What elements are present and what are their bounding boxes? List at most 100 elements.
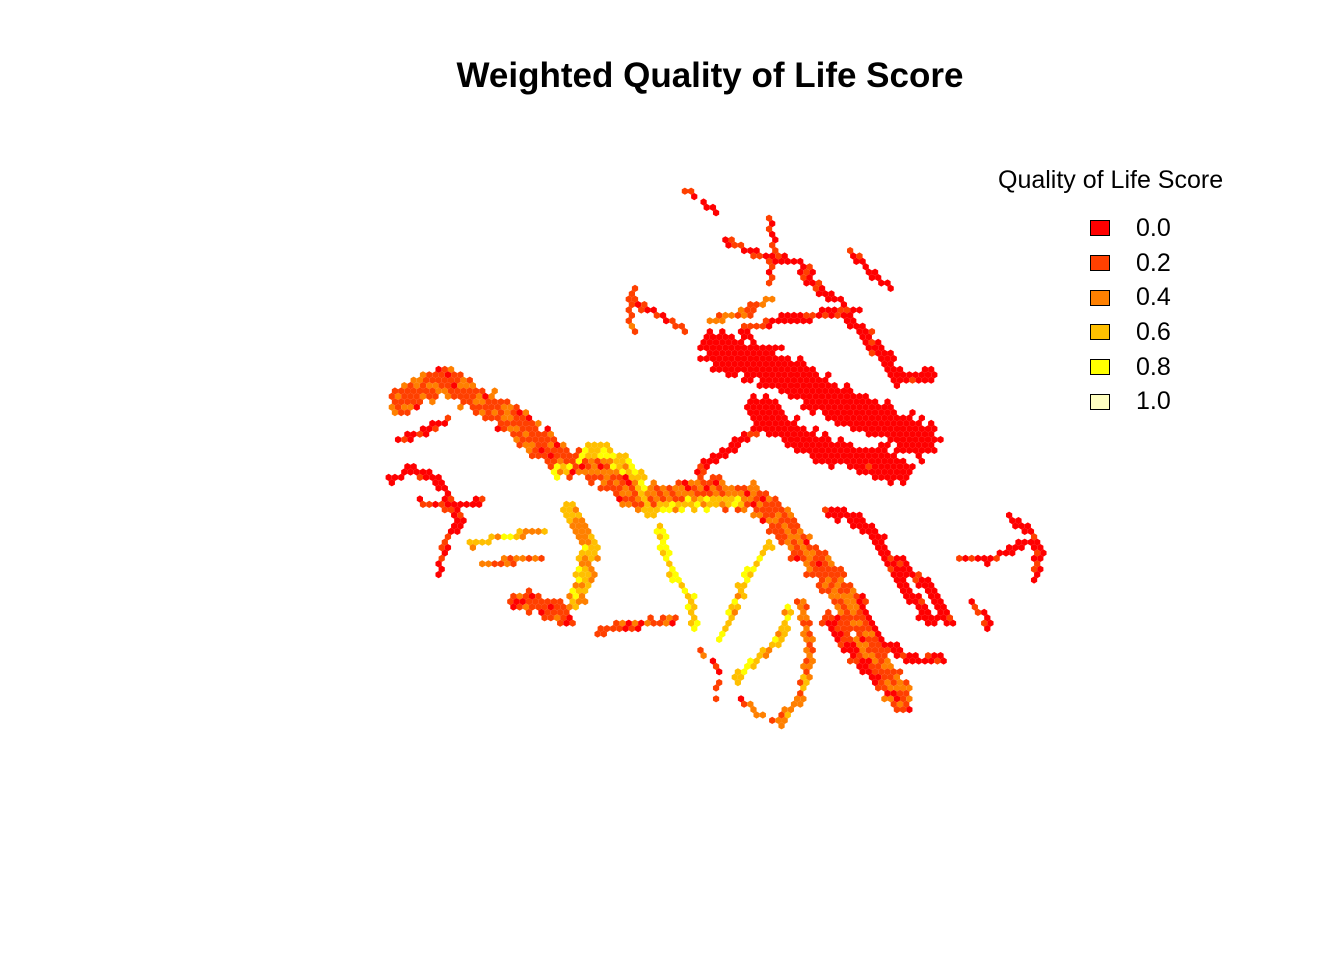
hex-cell: [522, 603, 529, 611]
hex-cell: [469, 403, 476, 411]
hex-cell: [850, 652, 857, 660]
hex-cell: [737, 587, 745, 595]
hex-cell: [1040, 549, 1047, 557]
hex-cell: [890, 689, 897, 697]
hex-cell: [1030, 576, 1038, 584]
hex-cell: [781, 716, 788, 724]
hex-cell: [635, 473, 642, 481]
hex-cell: [843, 598, 851, 606]
hex-cell: [903, 463, 910, 471]
hex-cell: [772, 257, 779, 265]
hex-cell: [865, 527, 872, 535]
hex-cell: [871, 463, 879, 471]
hex-cell: [716, 344, 723, 352]
hex-cell: [890, 571, 897, 579]
hex-cell: [491, 560, 498, 568]
hex-cell: [469, 544, 476, 552]
hex-cell: [840, 441, 848, 449]
hex-cell: [750, 414, 757, 422]
hex-cell: [435, 560, 442, 568]
hex-cell: [850, 403, 857, 411]
hex-cell: [915, 430, 922, 438]
hex-cell: [912, 652, 919, 660]
hex-cell: [868, 662, 876, 670]
hex-cell: [569, 511, 576, 519]
hex-cell: [535, 430, 542, 438]
hex-cell: [535, 452, 542, 460]
hex-cell: [775, 630, 782, 638]
hex-cell: [625, 500, 632, 508]
hex-cell: [628, 625, 635, 633]
hex-cell: [404, 463, 411, 471]
hex-cell: [734, 506, 742, 514]
hex-cell: [784, 538, 791, 546]
hex-cell: [909, 463, 916, 471]
hex-cell: [485, 398, 492, 406]
hex-cell: [890, 419, 897, 427]
hex-cell: [900, 479, 907, 487]
hex-cell: [884, 657, 891, 665]
hex-cell: [741, 484, 748, 492]
hex-cell: [806, 436, 813, 444]
hex-cell: [822, 581, 829, 589]
hex-cell: [784, 527, 791, 535]
hex-cell: [859, 517, 866, 525]
hex-cell: [616, 473, 623, 481]
hex-cell: [915, 419, 922, 427]
hex-cell: [675, 490, 682, 498]
hex-cell: [762, 490, 770, 498]
hex-cell: [856, 425, 863, 433]
hex-cell: [734, 311, 742, 319]
hex-cell: [725, 349, 732, 357]
hex-cell: [691, 592, 698, 600]
hex-cell: [747, 571, 754, 579]
hex-cell: [781, 252, 788, 260]
hex-cell: [578, 581, 586, 589]
hex-cell: [631, 500, 639, 508]
hex-cell: [756, 252, 763, 260]
hex-cell: [525, 608, 533, 616]
hex-cell: [878, 635, 885, 643]
hex-cell: [585, 560, 592, 568]
hex-cell: [441, 506, 448, 514]
hex-cell: [488, 533, 495, 541]
hex-cell: [566, 463, 573, 471]
hex-cell: [522, 441, 529, 449]
hex-cell: [921, 614, 929, 622]
hex-cell: [831, 382, 838, 390]
hex-cell: [878, 646, 885, 654]
hex-cell: [635, 301, 642, 309]
hex-cell: [784, 506, 791, 514]
hex-cell: [513, 436, 520, 444]
hex-cell: [753, 322, 760, 330]
hex-cell: [519, 436, 526, 444]
hex-cell: [703, 495, 710, 503]
hex-cell: [628, 473, 635, 481]
hex-cell: [706, 490, 713, 498]
hex-cell: [890, 430, 897, 438]
hex-cell: [656, 619, 664, 627]
hex-cell: [631, 328, 639, 336]
hex-cell: [772, 430, 779, 438]
hex-cell: [454, 376, 461, 384]
hex-cell: [426, 500, 433, 508]
hex-cell: [875, 533, 882, 541]
hex-cell: [834, 517, 841, 525]
hex-cell: [934, 614, 941, 622]
hex-cell: [881, 684, 888, 692]
hex-cell: [790, 419, 798, 427]
hex-cell: [847, 625, 854, 633]
hex-cell: [859, 452, 866, 460]
hex-cell: [765, 646, 773, 654]
hex-cell: [631, 295, 639, 303]
hex-cell: [750, 360, 757, 368]
hex-cell: [765, 419, 773, 427]
hex-cell: [569, 457, 576, 465]
hex-cell: [510, 603, 517, 611]
hex-cell: [744, 662, 751, 670]
hex-cell: [513, 403, 520, 411]
hex-cell: [404, 387, 411, 395]
hex-cell: [840, 506, 848, 514]
hex-cell: [818, 554, 826, 562]
hex-cell: [678, 322, 685, 330]
